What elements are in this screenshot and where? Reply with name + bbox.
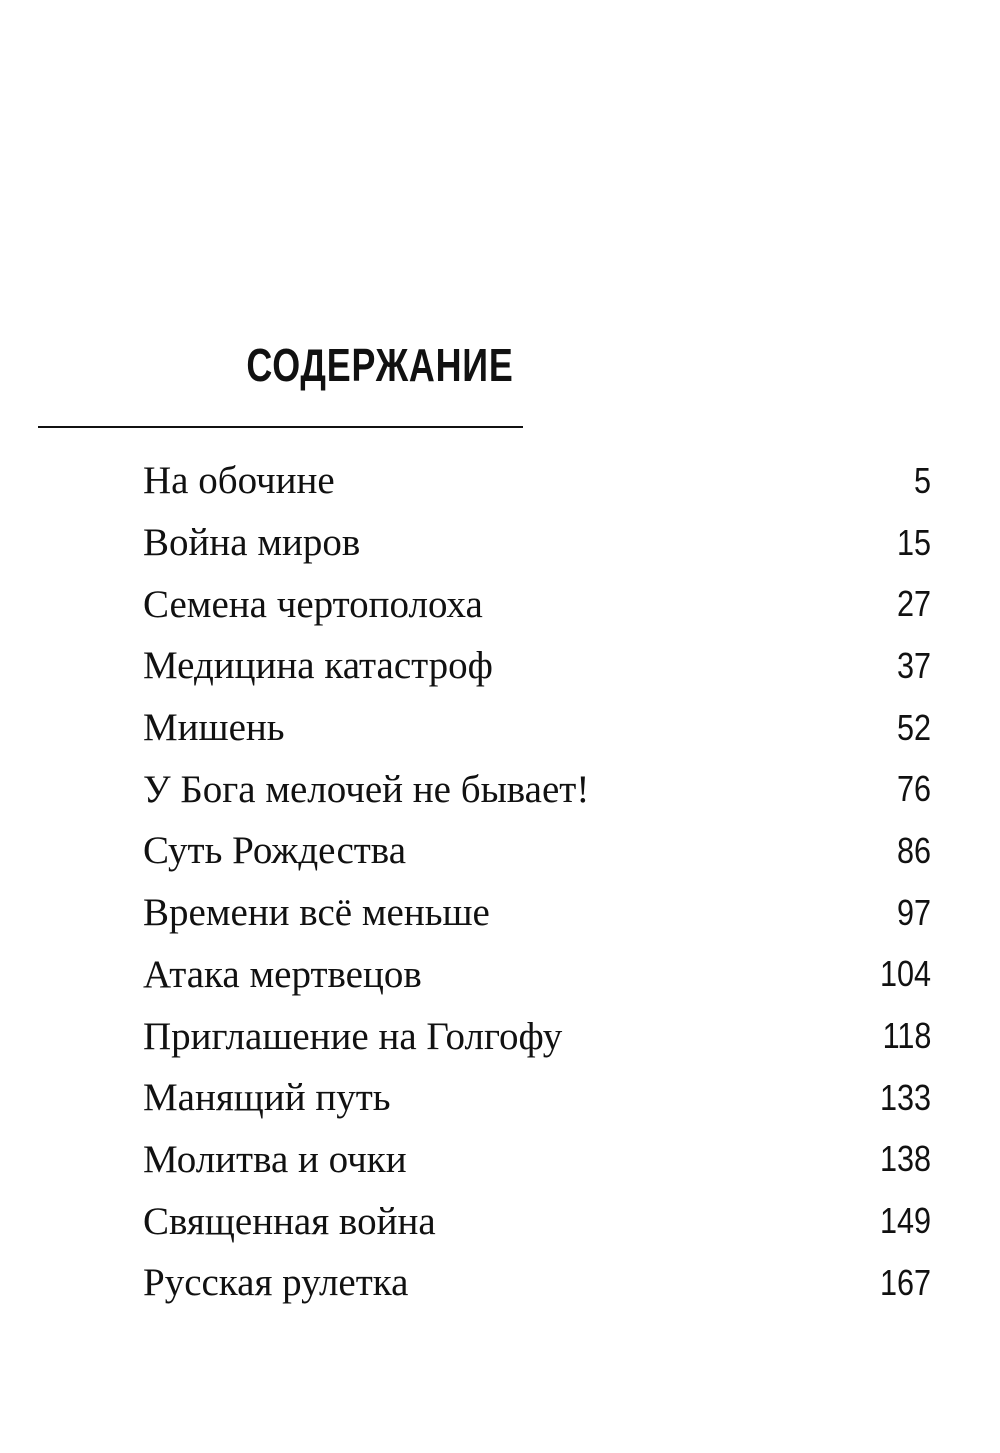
toc-entry-title: Атака мертвецов [143, 952, 422, 996]
toc-entry-title: Семена чертополоха [143, 582, 483, 626]
toc-entry-title: Медицина катастроф [143, 644, 493, 688]
toc-entry: Семена чертополоха 27 [143, 573, 931, 635]
title-rule [38, 426, 523, 428]
toc-entry: Атака мертвецов 104 [143, 944, 931, 1006]
toc-entry-page: 15 [896, 521, 931, 563]
toc-entry-page: 86 [896, 829, 931, 871]
toc-entry: Священная война 149 [143, 1190, 931, 1252]
toc-entry: Времени всё меньше 97 [143, 882, 931, 944]
table-of-contents: На обочине 5 Война миров 15 Семена чертополо… [143, 450, 931, 1314]
toc-entry: На обочине 5 [143, 450, 931, 512]
toc-entry-page: 138 [879, 1138, 931, 1180]
toc-entry-title: У Бога мелочей не бывает! [143, 767, 590, 811]
toc-entry: Приглашение на Голгофу 118 [143, 1005, 931, 1067]
toc-entry-title: Мишень [143, 706, 285, 750]
toc-entry-page: 133 [879, 1076, 931, 1118]
toc-entry: Война миров 15 [143, 512, 931, 574]
toc-entry-page: 104 [879, 953, 931, 995]
toc-entry-title: Война миров [143, 521, 361, 565]
toc-entry: Медицина катастроф 37 [143, 635, 931, 697]
toc-entry-title: Русская рулетка [143, 1261, 409, 1305]
toc-entry-page: 149 [879, 1200, 931, 1242]
toc-entry: Суть Рождества 86 [143, 820, 931, 882]
toc-entry: Молитва и очки 138 [143, 1129, 931, 1191]
toc-entry: Манящий путь 133 [143, 1067, 931, 1129]
toc-entry-page: 5 [913, 459, 931, 501]
toc-entry-title: Молитва и очки [143, 1137, 407, 1181]
toc-entry: Русская рулетка 167 [143, 1252, 931, 1314]
toc-entry-title: Времени всё меньше [143, 891, 490, 935]
toc-entry: У Бога мелочей не бывает! 76 [143, 758, 931, 820]
toc-entry-title: Священная война [143, 1199, 436, 1243]
toc-entry-title: Манящий путь [143, 1076, 391, 1120]
toc-entry-title: Суть Рождества [143, 829, 407, 873]
toc-entry-page: 76 [896, 768, 931, 810]
toc-entry: Мишень 52 [143, 697, 931, 759]
toc-entry-page: 118 [882, 1015, 931, 1057]
toc-entry-page: 37 [896, 644, 931, 686]
toc-entry-title: Приглашение на Голгофу [143, 1014, 563, 1058]
toc-entry-page: 167 [879, 1261, 931, 1303]
toc-entry-title: На обочине [143, 459, 335, 503]
toc-entry-page: 27 [896, 583, 931, 625]
toc-entry-page: 52 [896, 706, 931, 748]
toc-entry-page: 97 [896, 891, 931, 933]
page-title: СОДЕРЖАНИЕ [246, 339, 514, 391]
